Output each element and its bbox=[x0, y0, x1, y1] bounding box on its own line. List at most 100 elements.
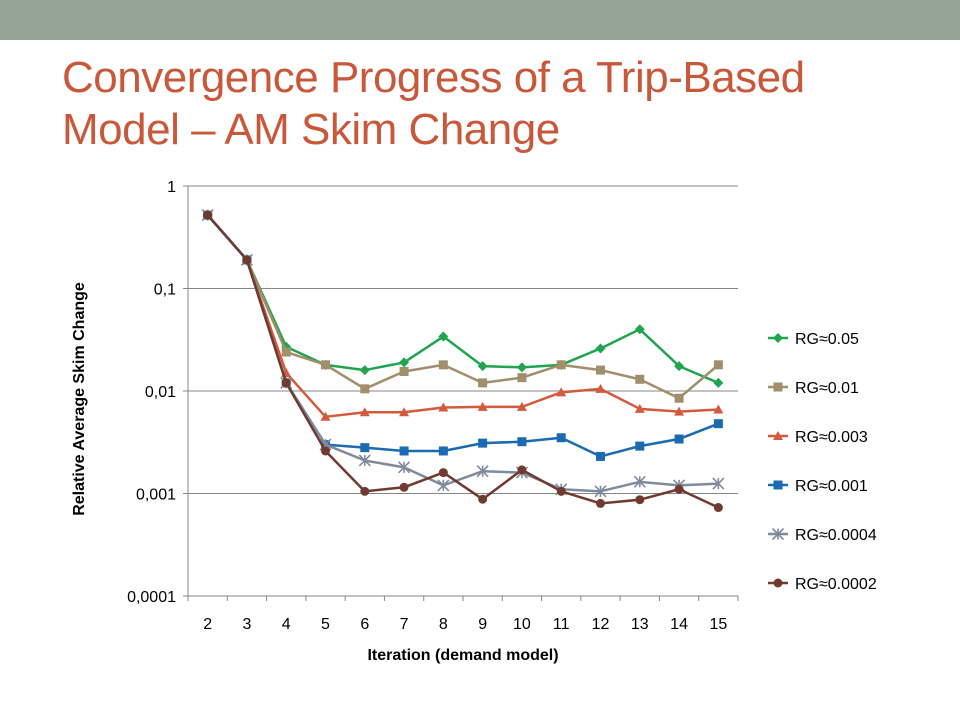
data-point bbox=[674, 484, 684, 494]
y-tick-label: 0,01 bbox=[145, 384, 176, 401]
data-point bbox=[674, 406, 685, 416]
data-point bbox=[516, 401, 527, 411]
data-point bbox=[674, 434, 684, 444]
data-point bbox=[596, 451, 605, 461]
legend-item: RG≈0.01 bbox=[768, 380, 859, 397]
data-point bbox=[713, 404, 724, 414]
data-point bbox=[478, 494, 488, 504]
data-point bbox=[712, 477, 725, 490]
x-tick-label: 11 bbox=[553, 616, 570, 633]
x-tick-label: 12 bbox=[592, 616, 610, 633]
data-point bbox=[556, 433, 566, 443]
data-point bbox=[596, 365, 605, 375]
legend-label: RG≈0.0002 bbox=[795, 576, 877, 593]
series-lines bbox=[201, 209, 725, 513]
data-point bbox=[438, 331, 449, 342]
x-tick-label: 5 bbox=[321, 616, 330, 633]
legend-item: RG≈0.001 bbox=[768, 478, 868, 495]
x-tick-label: 14 bbox=[670, 616, 688, 633]
data-point bbox=[242, 255, 252, 265]
data-point bbox=[438, 468, 448, 478]
legend-item: RG≈0.0004 bbox=[768, 527, 877, 544]
y-tick-label: 1 bbox=[167, 179, 176, 196]
y-axis-title: Relative Average Skim Change bbox=[71, 282, 88, 516]
data-point bbox=[320, 411, 331, 421]
data-point bbox=[360, 443, 370, 453]
data-point bbox=[438, 360, 448, 370]
data-point bbox=[556, 360, 566, 370]
y-tick-label: 0,1 bbox=[154, 282, 176, 299]
legend-marker bbox=[773, 431, 783, 440]
x-tick-label: 7 bbox=[400, 616, 409, 633]
series-rg-0-05-line bbox=[206, 214, 719, 385]
gridlines bbox=[188, 185, 738, 597]
data-point bbox=[359, 407, 370, 417]
x-tick-label: 3 bbox=[242, 616, 251, 633]
x-tick-label: 4 bbox=[282, 616, 291, 633]
data-point bbox=[477, 361, 488, 372]
data-point bbox=[556, 486, 566, 496]
data-point bbox=[596, 498, 605, 508]
data-point bbox=[478, 438, 488, 448]
legend-label: RG≈0.01 bbox=[795, 380, 859, 397]
data-point bbox=[359, 365, 370, 376]
data-point bbox=[516, 362, 527, 373]
data-point bbox=[635, 441, 645, 451]
legend-marker bbox=[773, 578, 783, 588]
data-point bbox=[360, 384, 370, 394]
data-point bbox=[595, 383, 606, 393]
data-point bbox=[438, 402, 449, 412]
series-rg-0-0002-line bbox=[206, 214, 719, 509]
data-point bbox=[556, 387, 567, 397]
data-point bbox=[281, 378, 291, 388]
data-point bbox=[321, 360, 330, 370]
data-point bbox=[713, 503, 723, 513]
legend-marker bbox=[773, 333, 783, 343]
data-point bbox=[595, 343, 606, 354]
data-point bbox=[281, 347, 291, 357]
data-point bbox=[477, 401, 488, 411]
data-point bbox=[594, 485, 607, 498]
data-point bbox=[713, 360, 723, 370]
series-rg-0-01 bbox=[203, 210, 723, 403]
x-tick-label: 13 bbox=[631, 616, 649, 633]
x-tick-label: 6 bbox=[360, 616, 369, 633]
data-point bbox=[674, 361, 685, 372]
data-point bbox=[399, 357, 410, 368]
x-tick-label: 15 bbox=[709, 616, 727, 633]
legend-label: RG≈0.05 bbox=[795, 331, 859, 348]
data-point bbox=[517, 465, 527, 475]
x-tick-label: 8 bbox=[439, 616, 448, 633]
data-point bbox=[674, 393, 684, 403]
data-point bbox=[713, 419, 723, 429]
data-point bbox=[399, 407, 410, 417]
data-point bbox=[713, 377, 724, 388]
data-point bbox=[633, 475, 646, 488]
data-point bbox=[398, 461, 411, 474]
series-rg-0-0002 bbox=[203, 210, 723, 513]
legend-marker bbox=[773, 480, 783, 490]
x-tick-label: 2 bbox=[203, 616, 212, 633]
y-tick-label: 0,0001 bbox=[127, 589, 176, 606]
legend-item: RG≈0.05 bbox=[768, 331, 859, 348]
legend-label: RG≈0.001 bbox=[795, 478, 868, 495]
data-point bbox=[399, 482, 409, 492]
series-rg-0-003 bbox=[202, 210, 724, 421]
series-rg-0-05 bbox=[202, 210, 724, 388]
data-point bbox=[634, 324, 645, 335]
data-point bbox=[321, 446, 330, 456]
legend-marker bbox=[773, 382, 783, 392]
data-point bbox=[635, 374, 645, 384]
x-axis-title: Iteration (demand model) bbox=[367, 647, 558, 664]
data-point bbox=[358, 454, 371, 467]
data-point bbox=[517, 437, 527, 447]
data-point bbox=[517, 373, 527, 383]
legend-marker bbox=[771, 527, 785, 541]
legend: RG≈0.05 RG≈0.01 RG≈0.003 RG≈0.001 RG≈0.0004 R… bbox=[768, 331, 877, 593]
data-point bbox=[634, 403, 645, 413]
data-point bbox=[635, 495, 645, 505]
x-tick-label: 9 bbox=[478, 616, 487, 633]
legend-label: RG≈0.0004 bbox=[795, 527, 877, 544]
data-point bbox=[360, 486, 370, 496]
